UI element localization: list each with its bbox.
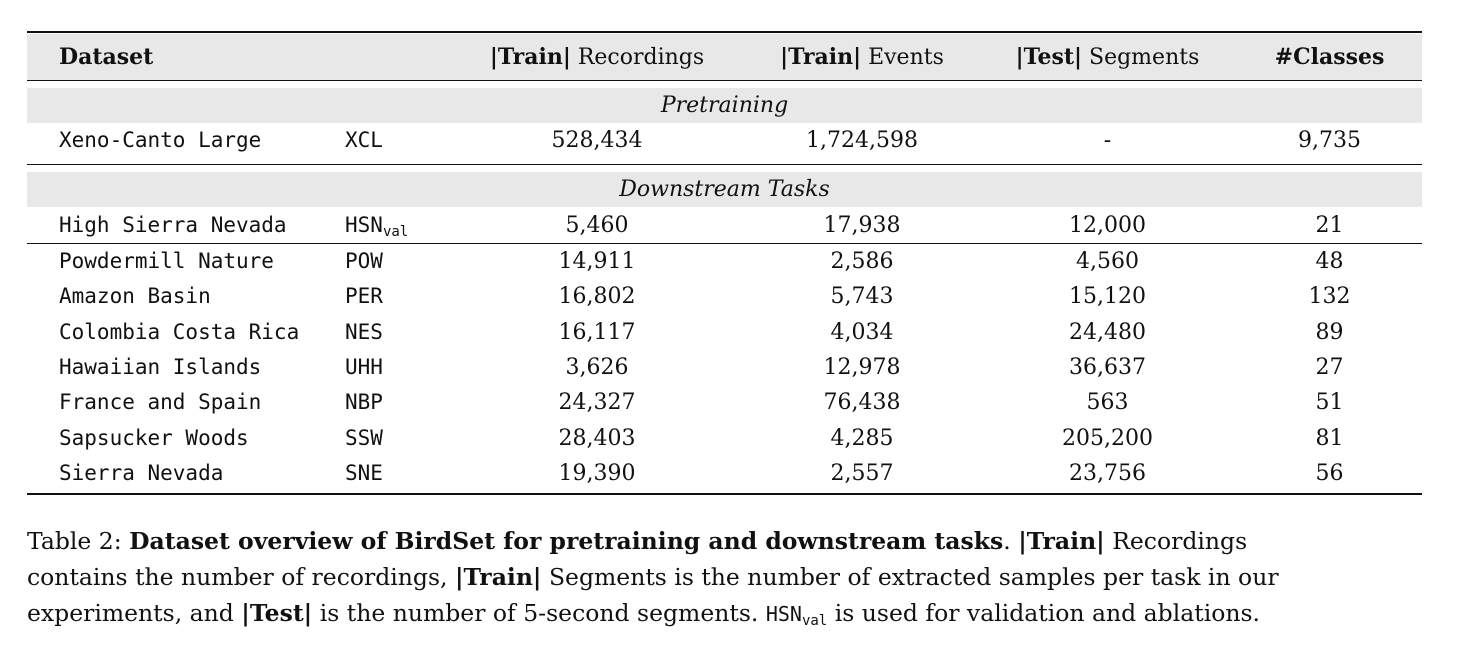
table-row: Colombia Costa Rica NES 16,117 4,034 24,480 8… [27,315,1422,350]
train-recordings: 528,434 [551,128,643,153]
train-events: 76,438 [823,390,901,416]
caption-line-3: experiments, and |Test| is the number of… [27,599,1261,629]
dataset-name: Amazon Basin [59,284,211,309]
train-recordings: 5,460 [565,213,629,238]
bottom-rule [27,493,1422,495]
table-header-row: Dataset |Train| Recordings |Train| Event… [27,34,1422,80]
caption-line-2: contains the number of recordings, |Trai… [27,563,1279,591]
dataset-name: High Sierra Nevada [59,213,287,237]
num-classes: 48 [1315,249,1344,274]
header-dataset: Dataset [59,44,154,70]
dataset-abbr: SSW [345,425,383,450]
train-recordings: 19,390 [558,460,636,486]
num-classes: 56 [1315,460,1344,486]
header-rule [27,80,1422,81]
header-train-recordings: |Train| Recordings [489,44,705,70]
test-segments: 12,000 [1069,213,1146,238]
dataset-name: Sapsucker Woods [59,425,249,450]
dataset-abbr: SNE [345,460,383,485]
train-events: 4,034 [830,319,894,345]
section-downstream: Downstream Tasks [27,172,1422,207]
num-classes: 51 [1315,390,1344,416]
dataset-abbr: UHH [345,354,383,379]
train-recordings: 24,327 [558,390,636,416]
table-caption: Table 2: Dataset overview of BirdSet for… [27,523,1432,639]
test-segments: 563 [1086,390,1129,416]
train-recordings: 16,802 [558,284,636,310]
train-recordings: 16,117 [558,319,636,345]
caption-line-1: Table 2: Dataset overview of BirdSet for… [27,527,1248,555]
table-row: Amazon Basin PER 16,802 5,743 15,120 132 [27,279,1422,314]
section-label-pretraining: Pretraining [660,93,789,118]
test-segments: 15,120 [1069,284,1146,310]
train-events: 17,938 [823,213,901,238]
dataset-abbr: NES [345,319,383,344]
train-events: 1,724,598 [806,128,918,153]
train-events: 12,978 [823,354,901,380]
table-row: Sierra Nevada SNE 19,390 2,557 23,756 56 [27,456,1422,491]
dataset-name: Sierra Nevada [59,460,224,485]
dataset-name: Xeno-Canto Large [59,128,262,152]
hsn-rule [27,243,1422,244]
table-row: France and Spain NBP 24,327 76,438 563 51 [27,385,1422,420]
train-recordings: 3,626 [565,354,629,380]
table-row: High Sierra Nevada HSNval 5,460 17,938 1… [27,208,1422,243]
train-events: 4,285 [830,425,894,451]
train-events: 5,743 [830,284,894,310]
num-classes: 89 [1315,319,1344,345]
dataset-name: Hawaiian Islands [59,354,262,379]
test-segments: 24,480 [1069,319,1146,345]
dataset-abbr: NBP [345,390,383,415]
table-row: Sapsucker Woods SSW 28,403 4,285 205,200 81 [27,421,1422,456]
table-row: Powdermill Nature POW 14,911 2,586 4,560 48 [27,244,1422,279]
dataset-abbr: PER [345,284,383,309]
dataset-abbr: HSNval [345,213,409,240]
header-test-segments: |Test| Segments [1015,44,1200,70]
num-classes: 21 [1315,213,1344,238]
header-train-events: |Train| Events [780,44,944,70]
section-label-downstream: Downstream Tasks [619,177,830,202]
dataset-name: Colombia Costa Rica [59,319,300,344]
train-events: 2,557 [830,460,894,486]
section-pretraining: Pretraining [27,88,1422,123]
num-classes: 27 [1315,354,1344,380]
num-classes: 81 [1315,425,1344,451]
table-row: Xeno-Canto Large XCL 528,434 1,724,598 -… [27,123,1422,158]
dataset-name: Powdermill Nature [59,249,274,273]
section-rule [27,164,1422,165]
dataset-abbr: POW [345,249,383,273]
num-classes: 132 [1308,284,1351,310]
num-classes: 9,735 [1298,128,1361,153]
train-recordings: 28,403 [558,425,636,451]
train-recordings: 14,911 [558,249,636,274]
table-row: Hawaiian Islands UHH 3,626 12,978 36,637 27 [27,350,1422,385]
top-rule [27,31,1422,33]
test-segments: 36,637 [1069,354,1146,380]
train-events: 2,586 [830,249,894,274]
dataset-name: France and Spain [59,390,262,415]
test-segments: 4,560 [1076,249,1139,274]
dataset-abbr: XCL [345,128,383,152]
test-segments: - [1103,128,1112,153]
test-segments: 23,756 [1069,460,1146,486]
header-classes: #Classes [1274,44,1385,70]
test-segments: 205,200 [1062,425,1153,451]
